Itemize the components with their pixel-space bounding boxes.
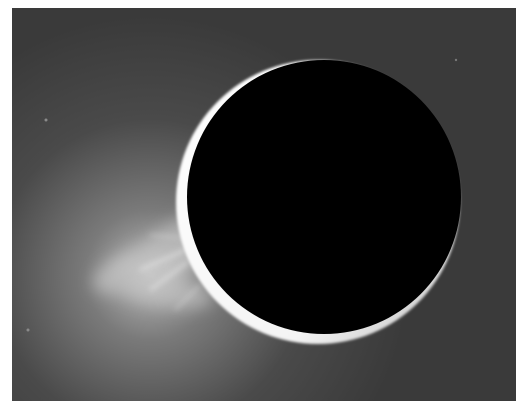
image xyxy=(12,8,516,401)
speck xyxy=(44,118,48,122)
plume-jets xyxy=(139,234,201,311)
speck xyxy=(454,58,458,62)
speck xyxy=(26,328,30,332)
moon-disk xyxy=(187,60,461,334)
